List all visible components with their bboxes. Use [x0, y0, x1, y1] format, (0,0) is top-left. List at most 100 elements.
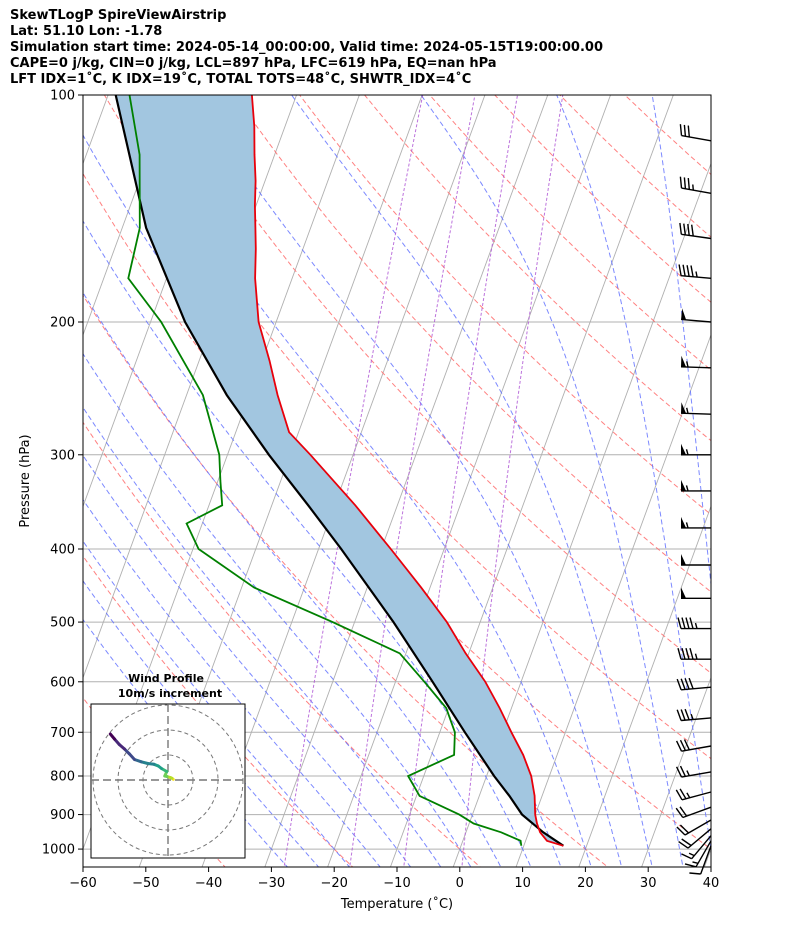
wind-barb [675, 765, 712, 778]
wind-barb-flag [681, 554, 686, 565]
wind-barb-flag [681, 516, 686, 528]
simulation-time-text: Simulation start time: 2024-05-14_00:00:… [10, 40, 603, 55]
hodograph-segment [108, 732, 116, 741]
wind-barb-feather [677, 648, 682, 660]
wind-barb-feather [689, 648, 694, 660]
wind-barb [675, 788, 712, 801]
wind-barb [677, 648, 711, 660]
y-tick-label: 300 [50, 448, 75, 463]
wind-barb-half-feather [694, 653, 698, 660]
wind-barb-feather [678, 264, 682, 276]
wind-barb [680, 402, 712, 415]
wind-barb-staff [681, 791, 712, 801]
wind-barb-staff [700, 845, 712, 875]
x-tick-label: −50 [132, 876, 159, 891]
wind-barb [681, 443, 711, 456]
wind-barb-staff [680, 412, 712, 415]
wind-barb-feather [684, 678, 690, 690]
wind-barb [681, 554, 711, 566]
wind-barb-flag [681, 355, 686, 367]
mixing-ratio-line [283, 95, 424, 867]
wind-barb-flag [681, 308, 687, 320]
stability-indices-text: CAPE=0 j/kg, CIN=0 j/kg, LCL=897 hPa, LF… [10, 56, 497, 71]
wind-barb-feather [678, 841, 689, 849]
y-tick-label: 100 [50, 89, 75, 104]
x-tick-label: −10 [383, 876, 410, 891]
location-text: Lat: 51.10 Lon: -1.78 [10, 24, 163, 39]
mixing-ratio-line [403, 95, 519, 867]
wind-barb [675, 739, 712, 752]
wind-barb-staff [687, 828, 712, 849]
wind-barb-feather [680, 678, 686, 690]
moist-adiabat-line [118, 95, 592, 867]
isotherm-line [515, 333, 711, 867]
wind-barb [681, 587, 711, 599]
y-tick-label: 700 [50, 726, 75, 741]
hodograph-inset: Wind Profile 10m/s increment [90, 672, 246, 859]
wind-barb-half-feather [685, 485, 689, 492]
wind-barb-staff [681, 233, 712, 240]
wind-barb-feather [679, 765, 687, 777]
wind-barb-feather [681, 853, 692, 860]
chart-header: SkewTLogP SpireViewAirstrip Lat: 51.10 L… [10, 8, 603, 88]
dewpoint-profile-line [127, 95, 523, 846]
wind-barb-feather [687, 125, 690, 138]
wind-barb-feather [679, 739, 687, 751]
x-tick-label: −40 [195, 876, 222, 891]
chart-title: SkewTLogP SpireViewAirstrip [10, 8, 227, 23]
dry-adiabat-line [83, 421, 481, 867]
wind-barb-half-feather [686, 792, 691, 799]
wind-barb-feather [677, 617, 682, 629]
wind-barb [677, 617, 711, 630]
wind-barb-half-feather [686, 361, 689, 368]
isotherm-line [762, 60, 794, 880]
wind-barb-feather [679, 222, 682, 235]
dry-adiabat-line [363, 95, 711, 442]
cape-shaded-area [115, 95, 564, 846]
dry-adiabat-line [83, 294, 609, 867]
hodograph-title: Wind Profile [128, 672, 204, 685]
y-tick-label: 900 [50, 808, 75, 823]
wind-barb [680, 355, 712, 369]
wind-barb-feather [688, 677, 694, 690]
wind-barb-feather [690, 265, 694, 277]
isotherm-line [578, 505, 711, 867]
wind-barb [684, 840, 712, 868]
wind-barb-feather [679, 176, 683, 189]
isotherm-line [641, 676, 711, 867]
wind-barb-feather [689, 617, 694, 629]
wind-barb-staff [681, 318, 712, 323]
wind-barb-half-feather [690, 713, 694, 720]
x-tick-label: −20 [320, 876, 347, 891]
background-lines [83, 60, 794, 880]
wind-barb-feather [683, 223, 686, 235]
wind-barb-feather [687, 224, 690, 236]
dry-adiabat-line [103, 95, 711, 760]
wind-barb-half-feather [694, 622, 698, 629]
isotherm-line [703, 847, 711, 867]
axes: −60 −50 −40 −30 −20 −10 0 10 20 30 40 100 200 300 400 5… [42, 89, 719, 892]
y-tick-label: 600 [50, 675, 75, 690]
wind-barb-feather [675, 740, 683, 752]
wind-barb [678, 264, 712, 279]
wind-barb-feather [683, 177, 687, 189]
wind-barb-half-feather [692, 184, 694, 191]
wind-barb [681, 835, 712, 860]
wind-barb-half-feather [692, 861, 699, 864]
wind-barb-feather [684, 863, 697, 868]
dry-adiabat-line [298, 95, 711, 516]
x-tick-label: 20 [577, 876, 594, 891]
wind-barb-staff [691, 835, 712, 860]
dry-adiabat-line [233, 95, 711, 593]
wind-barb-feather [676, 709, 682, 721]
wind-barb-feather [681, 648, 686, 660]
x-axis-label: Temperature (˚C) [340, 896, 453, 912]
wind-barb [681, 516, 711, 529]
wind-barb-staff [680, 366, 712, 369]
y-tick-label: 400 [50, 543, 75, 558]
wind-barb-feather [684, 708, 690, 721]
isotherm-line [389, 95, 674, 867]
moist-adiabat-line [83, 580, 320, 867]
wind-barb-feather [691, 224, 694, 237]
